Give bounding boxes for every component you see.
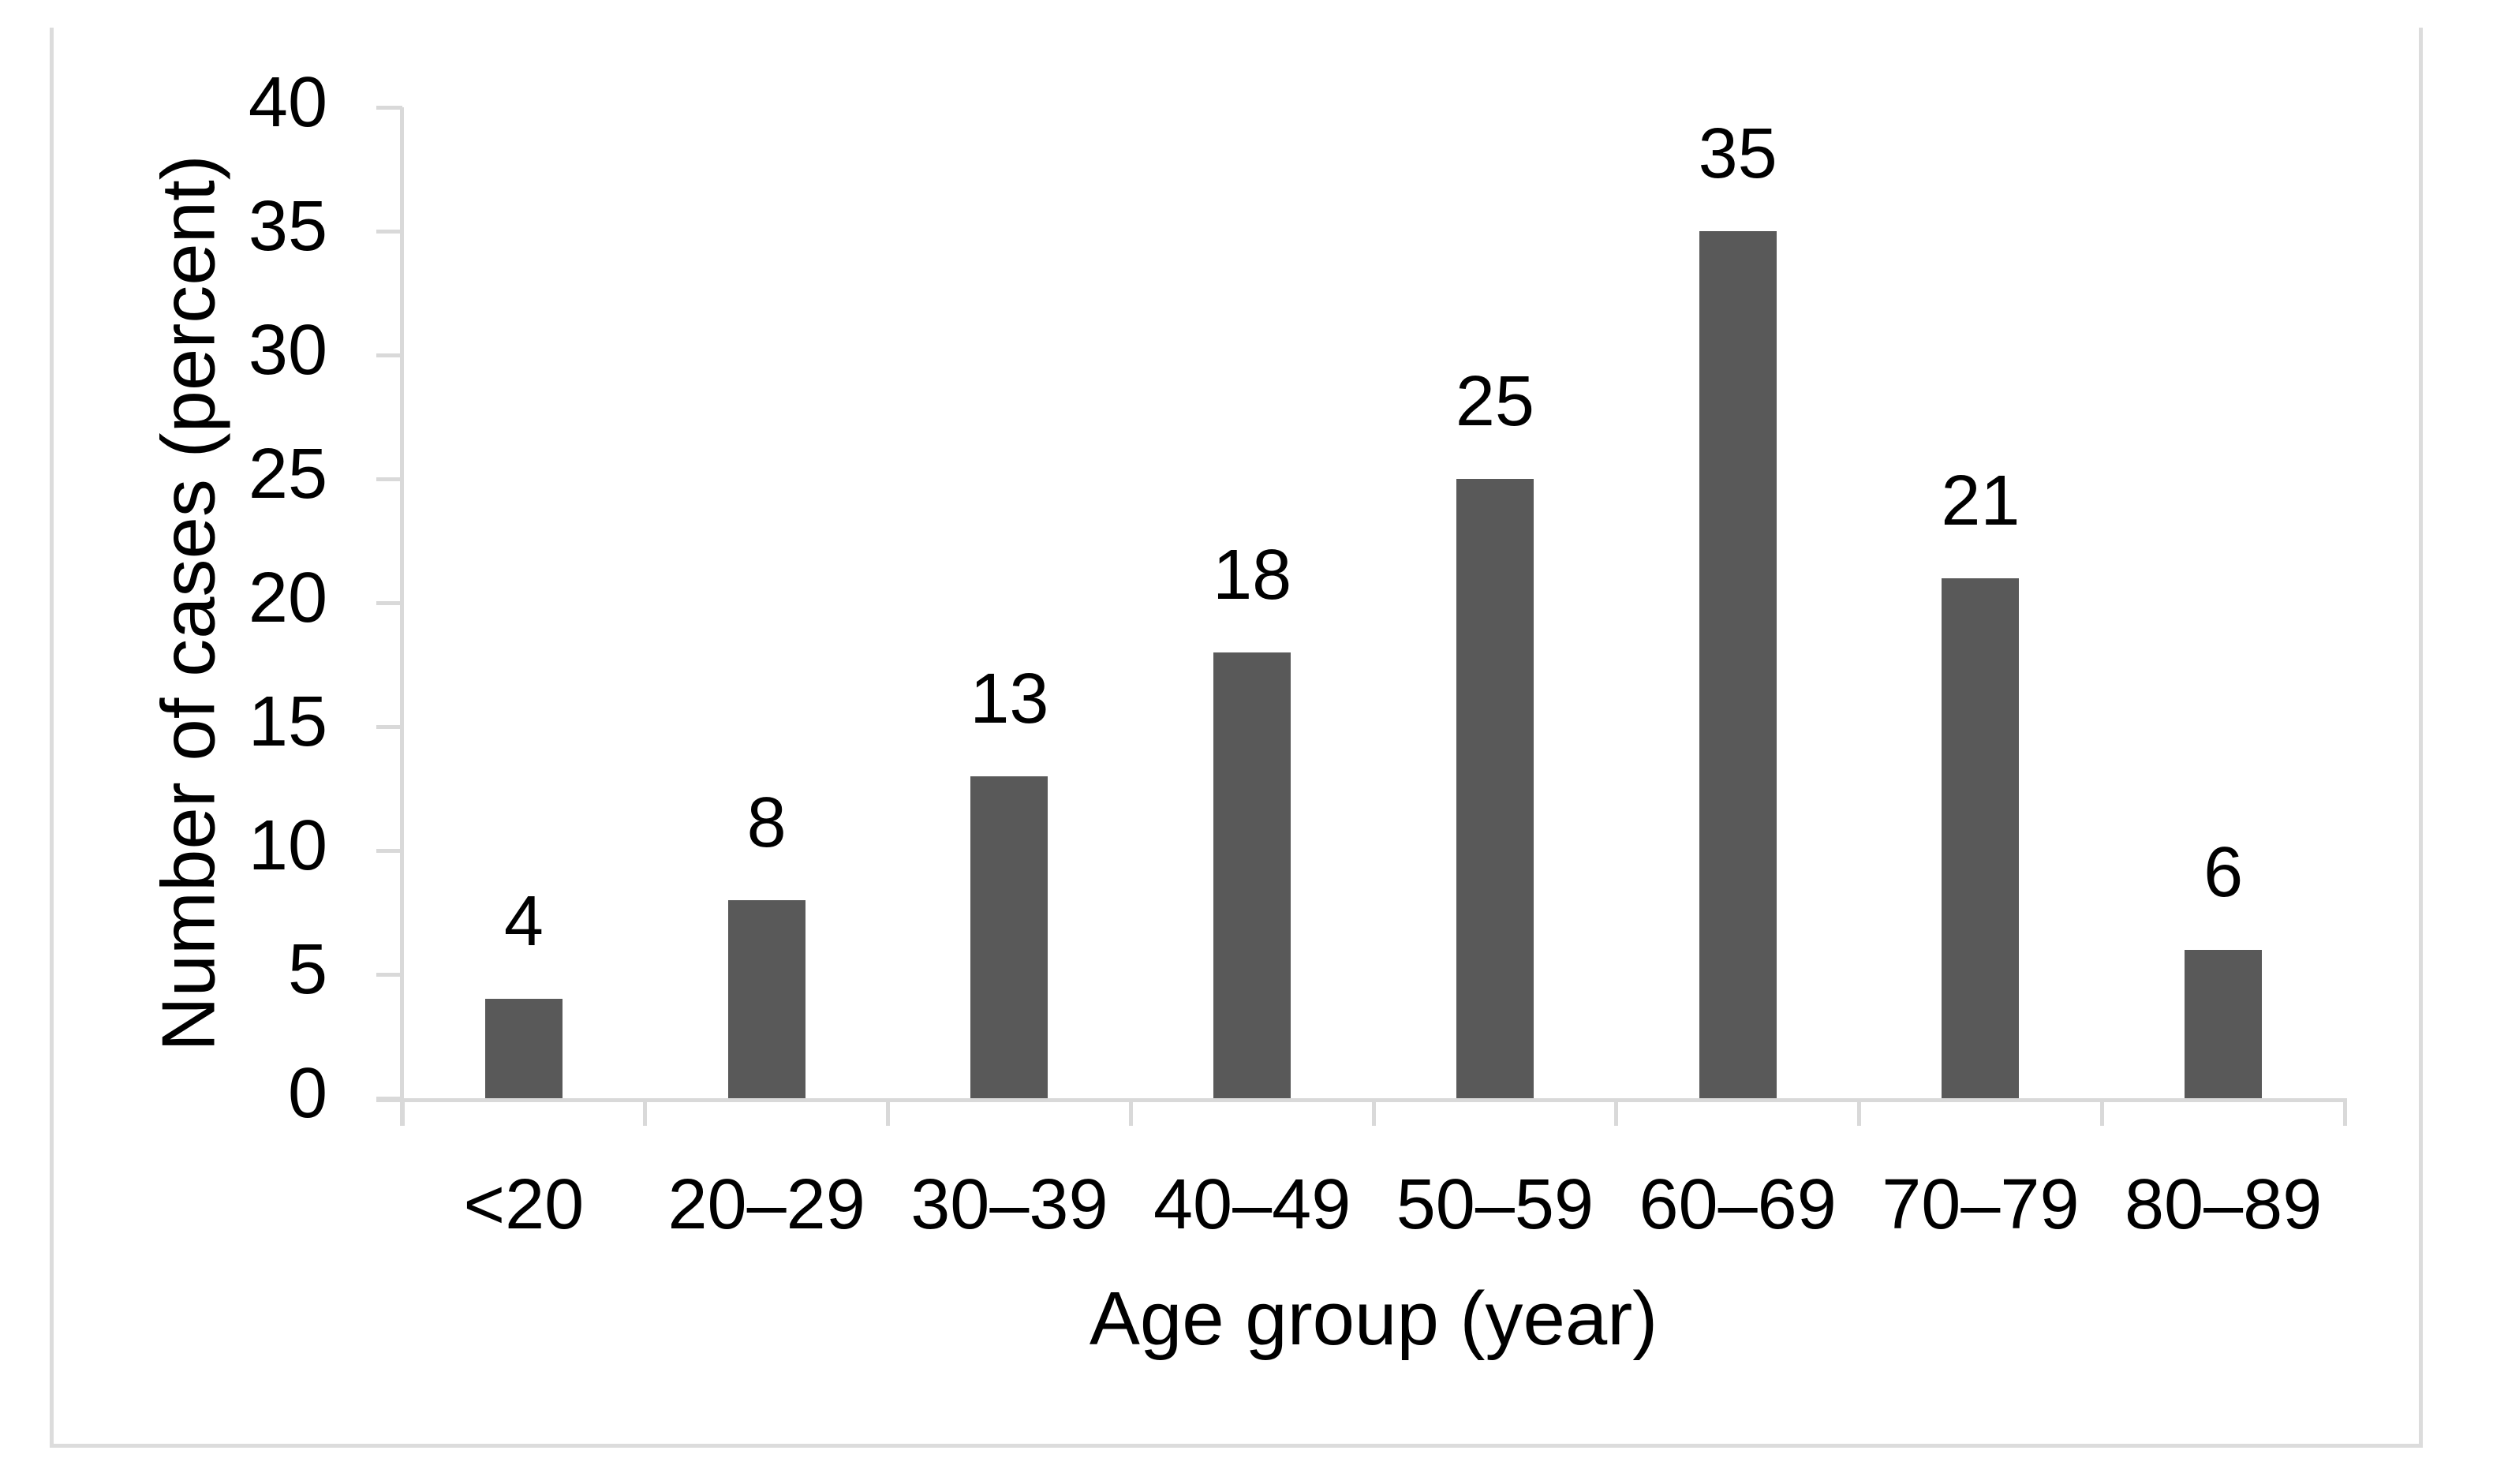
- y-tick-label: 35: [248, 187, 327, 266]
- y-tick-mark: [376, 849, 402, 853]
- y-tick-label: 40: [248, 63, 327, 142]
- x-tick-label: 40–49: [1153, 1165, 1351, 1244]
- data-label: 8: [746, 783, 787, 862]
- data-label: 21: [1941, 461, 2020, 540]
- y-tick-label: 10: [248, 806, 327, 885]
- x-tick-mark: [1371, 1098, 1376, 1126]
- y-tick-mark: [376, 725, 402, 729]
- x-tick-mark: [1857, 1098, 1861, 1126]
- bar-40–49: [1213, 652, 1291, 1098]
- x-tick-label: 20–29: [667, 1165, 865, 1244]
- x-tick-mark: [886, 1098, 890, 1126]
- y-tick-mark: [376, 973, 402, 977]
- x-tick-label: 30–39: [910, 1165, 1108, 1244]
- y-tick-label: 25: [248, 435, 327, 514]
- y-tick-label: 0: [287, 1054, 327, 1133]
- bar-60–69: [1699, 231, 1777, 1098]
- y-tick-label: 15: [248, 682, 327, 761]
- y-tick-label: 20: [248, 559, 327, 637]
- x-tick-mark: [643, 1098, 648, 1126]
- y-tick-mark: [376, 1097, 402, 1101]
- y-tick-label: 5: [287, 930, 327, 1009]
- data-label: 18: [1213, 535, 1292, 615]
- x-tick-mark: [2099, 1098, 2104, 1126]
- data-label: 4: [503, 882, 544, 962]
- data-label: 6: [2203, 832, 2244, 912]
- bar-70–79: [1942, 578, 2020, 1098]
- x-tick-label: 80–89: [2124, 1165, 2323, 1244]
- x-axis-title: Age group (year): [1089, 1277, 1658, 1361]
- x-tick-label: 50–59: [1396, 1165, 1594, 1244]
- x-tick-mark: [1128, 1098, 1133, 1126]
- x-axis-line: [376, 1098, 2345, 1102]
- y-tick-mark: [376, 477, 402, 481]
- y-tick-mark: [376, 230, 402, 234]
- x-tick-label: 60–69: [1639, 1165, 1837, 1244]
- y-axis-line: [400, 107, 404, 1126]
- bar-50–59: [1456, 479, 1534, 1098]
- y-tick-mark: [376, 353, 402, 357]
- x-tick-mark: [2342, 1098, 2347, 1126]
- x-tick-label: 70–79: [1882, 1165, 2080, 1244]
- y-tick-mark: [376, 601, 402, 605]
- bar-30–39: [970, 776, 1048, 1098]
- data-label: 25: [1455, 362, 1534, 441]
- x-tick-label: <20: [463, 1165, 585, 1244]
- bar-<20: [484, 999, 563, 1098]
- x-tick-mark: [400, 1098, 405, 1126]
- data-label: 13: [970, 659, 1049, 738]
- chart-outer-frame: [50, 28, 2423, 1448]
- y-tick-label: 30: [248, 311, 327, 390]
- x-tick-mark: [1614, 1098, 1619, 1126]
- data-label: 35: [1698, 114, 1777, 193]
- bar-80–89: [2185, 949, 2263, 1098]
- bar-20–29: [727, 899, 805, 1098]
- y-axis-title: Number of cases (percent): [146, 155, 231, 1052]
- y-tick-mark: [376, 106, 402, 110]
